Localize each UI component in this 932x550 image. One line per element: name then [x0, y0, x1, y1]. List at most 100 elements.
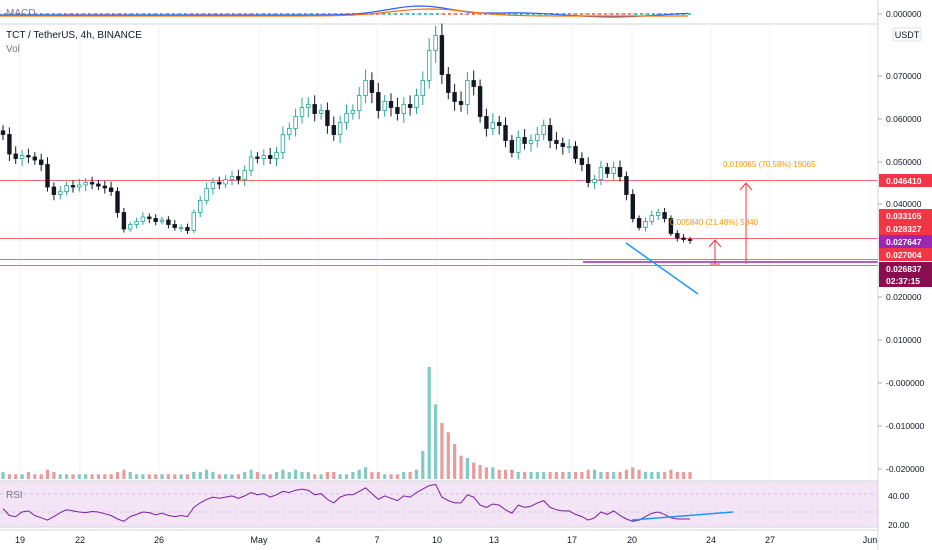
- drawings[interactable]: [625, 182, 753, 295]
- candle-body: [58, 191, 63, 195]
- volume-bar: [192, 472, 196, 479]
- candle-body: [471, 80, 476, 87]
- volume-bar: [300, 472, 304, 479]
- macd-histogram-bar: [388, 13, 391, 15]
- macd-histogram-bar: [142, 13, 145, 15]
- macd-histogram-bar: [148, 13, 151, 15]
- candle-body: [528, 140, 534, 144]
- candle-body: [191, 212, 196, 231]
- macd-histogram-bar: [28, 13, 31, 15]
- candle-body: [477, 86, 483, 117]
- macd-histogram-bar: [88, 13, 91, 15]
- price-tick-label: 0.040000: [886, 199, 922, 209]
- macd-histogram-bar: [658, 13, 661, 15]
- volume-bar: [414, 469, 419, 479]
- candle-body: [236, 176, 241, 180]
- candle-body: [356, 95, 362, 111]
- volume-bar: [52, 472, 56, 479]
- macd-histogram-bar: [58, 13, 61, 15]
- candle-body: [452, 92, 457, 102]
- macd-histogram-bar: [214, 13, 217, 15]
- candle-body: [446, 74, 451, 93]
- volume-bar: [491, 467, 495, 479]
- volume-bar: [682, 472, 686, 479]
- candle-body: [293, 116, 298, 129]
- candle-body: [70, 185, 76, 188]
- volume-bar: [402, 472, 406, 479]
- volume-bar: [344, 474, 349, 479]
- candle-body: [420, 80, 425, 96]
- lower-target-label: 0.005840 (21.48%) 5840: [670, 218, 759, 227]
- rsi-pane: [0, 481, 878, 527]
- horizontal-levels[interactable]: [0, 180, 878, 266]
- macd-histogram-bar: [316, 13, 319, 15]
- volume-bar: [313, 474, 317, 479]
- candle-body: [566, 146, 572, 148]
- macd-histogram-bar: [688, 13, 691, 15]
- volume-bar: [135, 474, 139, 479]
- price-badge: [879, 274, 932, 287]
- volume-bar: [612, 472, 616, 479]
- candle-body: [516, 137, 521, 153]
- price-tick-label: 0.000000: [886, 9, 922, 19]
- currency-button[interactable]: [892, 27, 922, 42]
- macd-histogram-bar: [136, 13, 139, 15]
- macd-histogram-bar: [508, 13, 511, 15]
- price-axis[interactable]: 0.000000 0.070000 0.060000 0.050000 0.040000…: [878, 9, 925, 530]
- macd-histogram-bar: [82, 13, 85, 15]
- price-badge-label: 0.028327: [886, 224, 922, 234]
- symbol-title[interactable]: TCT / TetherUS, 4h, BINANCE: [6, 30, 142, 41]
- macd-histogram-bar: [256, 13, 259, 15]
- macd-histogram-bar: [466, 13, 469, 15]
- candle-body: [598, 167, 604, 180]
- volume-bar: [637, 469, 641, 479]
- candle-body: [229, 176, 235, 180]
- candle-body: [318, 110, 324, 114]
- macd-histogram-bar: [514, 13, 517, 15]
- candle-body: [624, 176, 629, 195]
- volume-bar: [459, 455, 463, 479]
- candle-body: [0, 130, 6, 135]
- volume-bar: [65, 474, 69, 479]
- volume-bar: [580, 472, 584, 479]
- macd-histogram-bar: [220, 13, 223, 15]
- candle-body: [51, 186, 57, 195]
- candle-body: [535, 134, 540, 141]
- candle-body: [248, 156, 254, 171]
- volume-bar: [370, 472, 374, 479]
- time-axis[interactable]: 19 22 26 May 4 7 10 13 17 20 24 27 Jun: [15, 535, 877, 545]
- rsi-trendline[interactable]: [631, 511, 734, 521]
- volume-bar: [440, 423, 444, 479]
- candle-body: [350, 110, 356, 114]
- time-axis-label: 20: [627, 535, 637, 545]
- candle-body: [503, 125, 508, 141]
- volume-bar: [84, 474, 88, 479]
- volume-bar: [656, 472, 660, 479]
- macd-histogram-bar: [154, 13, 157, 15]
- candle-body: [617, 167, 623, 177]
- macd-histogram-bar: [406, 13, 409, 15]
- candle-body: [681, 237, 686, 240]
- volume-bar: [338, 474, 342, 479]
- candle-body: [649, 215, 654, 222]
- price-tick-label: 0.050000: [886, 157, 922, 167]
- candle-body: [115, 191, 120, 213]
- volume-bar: [650, 472, 654, 479]
- macd-histogram-bar: [598, 13, 601, 15]
- volume-bar: [605, 472, 609, 479]
- volume-bar: [453, 444, 457, 479]
- volume-bar: [103, 474, 107, 479]
- candle-body: [325, 110, 330, 126]
- macd-signal-line: [0, 8, 688, 17]
- candle-body: [159, 219, 165, 222]
- price-tick-label: 0.060000: [886, 114, 922, 124]
- macd-histogram-bar: [106, 13, 109, 15]
- volume-bar: [688, 472, 692, 479]
- candle-body: [312, 104, 317, 114]
- currency-label: USDT: [895, 30, 920, 40]
- candle-body: [337, 122, 343, 135]
- volume-bar: [357, 469, 361, 479]
- candle-body: [261, 155, 266, 159]
- macd-histogram-bar: [112, 13, 115, 15]
